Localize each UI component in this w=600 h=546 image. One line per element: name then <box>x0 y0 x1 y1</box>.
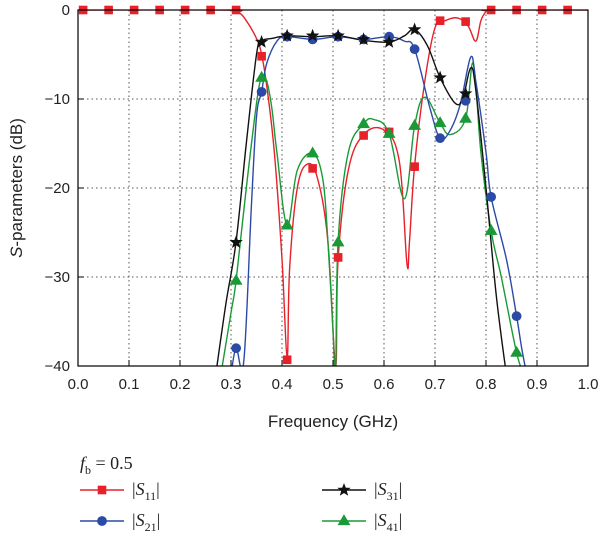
data-point-s41 <box>255 70 269 82</box>
data-point-s41 <box>408 118 422 130</box>
data-point-s21 <box>511 311 522 322</box>
data-point-s31 <box>280 28 294 42</box>
legend-marker-s11 <box>97 485 107 495</box>
data-point-s21 <box>486 191 496 202</box>
data-point-s21 <box>256 86 267 97</box>
data-point-s41 <box>280 218 294 230</box>
data-point-s21 <box>409 44 420 55</box>
data-point-s11 <box>435 16 445 25</box>
legend-label-s41: |S41| <box>374 510 402 534</box>
y-tick-label: −20 <box>45 180 70 197</box>
x-tick-label: 0.4 <box>272 376 293 393</box>
y-axis-label-symbol: S <box>7 246 26 258</box>
x-tick-label: 0.0 <box>68 376 89 393</box>
legend-marker-s31 <box>337 482 351 496</box>
data-point-s41 <box>306 146 320 158</box>
y-tick-label: −10 <box>45 91 70 108</box>
y-tick-label: −30 <box>45 269 70 286</box>
legend-entry-s41: |S41| <box>322 510 402 534</box>
data-point-s41 <box>484 223 498 235</box>
data-point-s31 <box>356 32 371 46</box>
x-tick-label: 0.8 <box>476 376 497 393</box>
data-point-s41 <box>510 345 524 357</box>
legend-label-s21: |S21| <box>132 510 160 534</box>
data-point-s31 <box>305 28 320 42</box>
x-tick-label: 0.1 <box>119 376 140 393</box>
data-point-s41 <box>357 117 371 129</box>
y-tick-label: −40 <box>45 358 70 375</box>
data-point-s11 <box>359 131 368 140</box>
axis-ticks: 0.0 0.1 0.2 0.3 0.4 0.5 0.6 0.7 0.8 0.9 1.0 0 −10 −20… <box>45 2 599 393</box>
data-point-s41 <box>433 116 447 128</box>
data-point-s41 <box>229 273 243 285</box>
data-point-s11 <box>282 355 292 365</box>
x-axis-label: Frequency (GHz) <box>268 412 398 431</box>
x-tick-label: 0.6 <box>374 376 395 393</box>
data-point-s31 <box>433 70 447 84</box>
data-point-s11 <box>308 164 317 173</box>
legend: fb = 0.5 |S11| |S21| |S31| |S41| <box>80 453 402 534</box>
legend-entry-s11: |S11| <box>80 479 160 503</box>
y-axis-label: S-parameters (dB) <box>7 118 26 258</box>
data-point-s11 <box>257 51 266 61</box>
x-tick-label: 1.0 <box>578 376 599 393</box>
x-tick-label: 0.3 <box>221 376 242 393</box>
legend-entry-s31: |S31| <box>322 479 402 503</box>
series-line-s21 <box>231 35 526 366</box>
legend-header-symbol: f <box>80 453 88 473</box>
y-tick-label: 0 <box>62 2 70 19</box>
data-point-s31 <box>458 86 473 100</box>
grid <box>78 10 588 366</box>
legend-header: fb = 0.5 <box>80 453 133 477</box>
data-point-s11 <box>461 17 470 26</box>
data-point-s21 <box>231 343 241 354</box>
data-point-s41 <box>382 126 396 138</box>
data-point-s31 <box>229 235 243 249</box>
legend-marker-s21 <box>97 516 107 526</box>
x-tick-label: 0.2 <box>170 376 191 393</box>
legend-label-s11: |S11| <box>132 479 160 503</box>
legend-header-subscript: b <box>85 463 91 477</box>
data-point-s41 <box>331 235 345 247</box>
legend-marker-s41 <box>337 514 351 526</box>
data-point-s11 <box>333 253 343 262</box>
x-tick-label: 0.5 <box>323 376 344 393</box>
x-tick-label: 0.7 <box>425 376 446 393</box>
data-point-s21 <box>435 133 445 144</box>
data-point-s31 <box>382 34 396 48</box>
x-tick-label: 0.9 <box>527 376 548 393</box>
data-point-s31 <box>254 34 269 48</box>
legend-label-s31: |S31| <box>374 479 402 503</box>
data-point-s41 <box>459 111 473 123</box>
y-axis-label-rest: -parameters (dB) <box>7 118 26 246</box>
data-point-s31 <box>331 28 345 42</box>
legend-entry-s21: |S21| <box>80 510 160 534</box>
data-point-s31 <box>407 22 422 36</box>
data-point-s11 <box>410 162 419 171</box>
legend-header-value: = 0.5 <box>91 453 133 473</box>
